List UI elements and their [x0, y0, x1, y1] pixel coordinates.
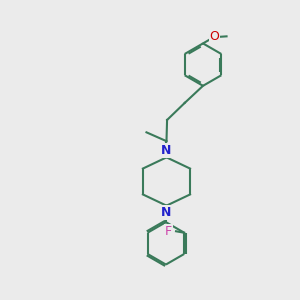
Text: N: N: [161, 144, 172, 157]
Text: N: N: [161, 206, 172, 219]
Text: F: F: [165, 225, 172, 238]
Text: O: O: [209, 30, 219, 44]
